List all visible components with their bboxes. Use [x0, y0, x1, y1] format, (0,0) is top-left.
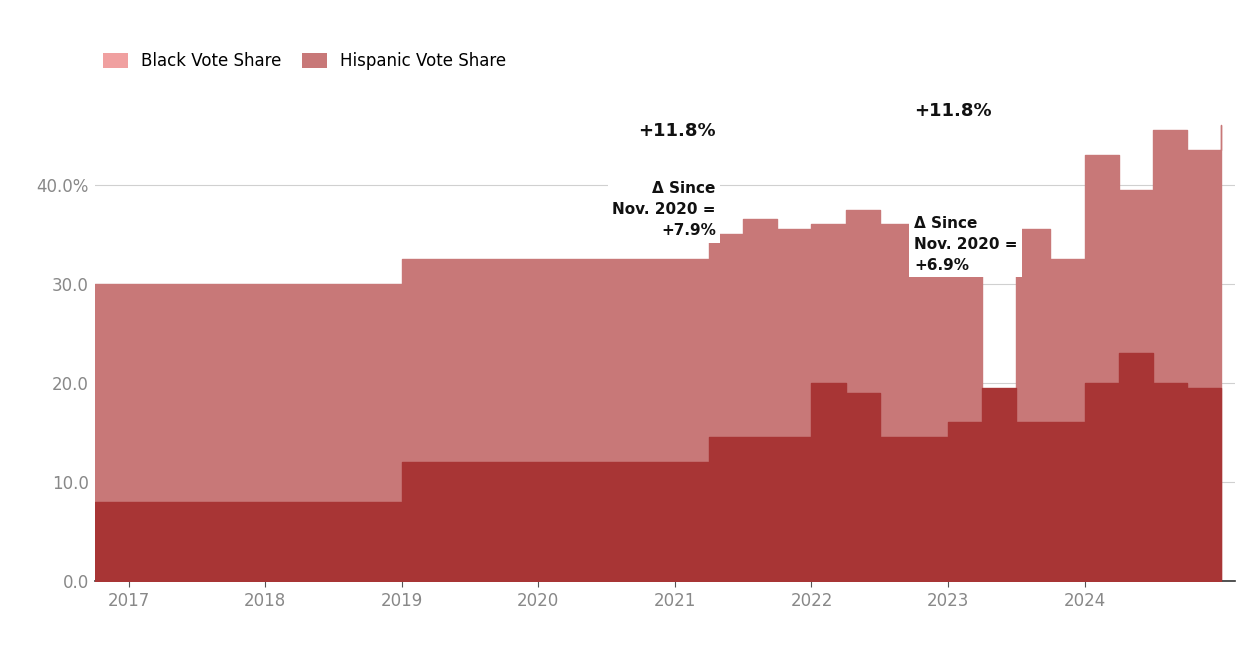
Text: +11.8%: +11.8%	[914, 102, 992, 121]
Text: Δ Since
Nov. 2020 =
+7.9%: Δ Since Nov. 2020 = +7.9%	[612, 181, 716, 238]
Text: +11.8%: +11.8%	[639, 122, 716, 141]
Legend: Black Vote Share, Hispanic Vote Share: Black Vote Share, Hispanic Vote Share	[103, 52, 507, 70]
Text: Δ Since
Nov. 2020 =
+6.9%: Δ Since Nov. 2020 = +6.9%	[914, 216, 1017, 273]
